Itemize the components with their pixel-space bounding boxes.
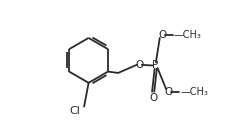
Text: —CH₃: —CH₃ [174,30,202,40]
Text: O: O [158,30,166,40]
Text: O: O [149,93,157,103]
Text: P: P [152,61,158,70]
Text: Cl: Cl [70,106,81,116]
Text: —CH₃: —CH₃ [180,87,208,97]
Text: O: O [165,87,173,97]
Text: O: O [135,60,143,70]
